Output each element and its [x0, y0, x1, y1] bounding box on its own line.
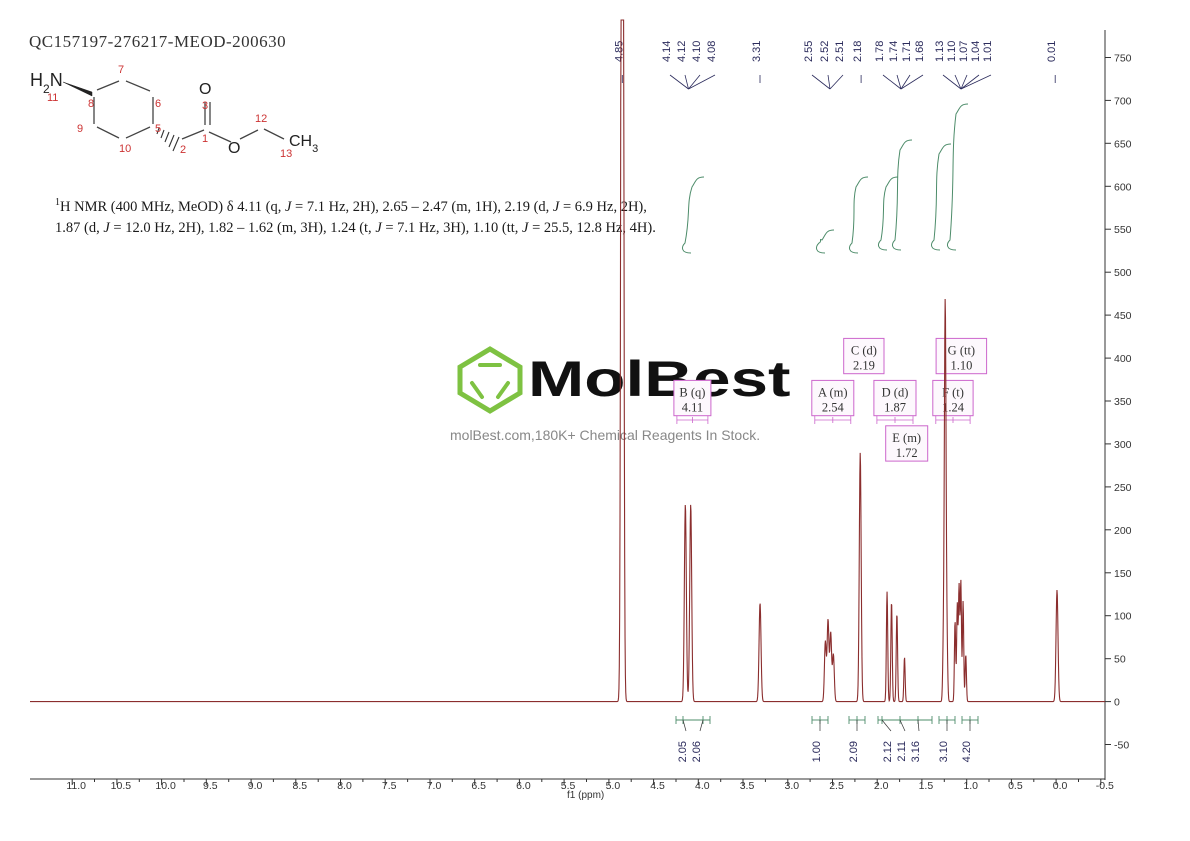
svg-text:4.08: 4.08 — [706, 41, 718, 62]
svg-text:10.5: 10.5 — [111, 780, 132, 792]
svg-text:0.0: 0.0 — [1053, 780, 1068, 792]
svg-text:4.12: 4.12 — [676, 41, 688, 62]
svg-text:9.0: 9.0 — [248, 780, 263, 792]
svg-text:G (tt): G (tt) — [948, 343, 975, 357]
svg-text:f1 (ppm): f1 (ppm) — [567, 790, 604, 801]
svg-text:6.0: 6.0 — [516, 780, 531, 792]
svg-text:1.13: 1.13 — [934, 41, 946, 62]
svg-text:50: 50 — [1114, 654, 1126, 666]
svg-text:0.5: 0.5 — [1008, 780, 1023, 792]
svg-text:2.5: 2.5 — [829, 780, 844, 792]
svg-text:3.0: 3.0 — [784, 780, 799, 792]
svg-text:5.0: 5.0 — [606, 780, 621, 792]
svg-text:1.78: 1.78 — [874, 41, 886, 62]
svg-text:4.11: 4.11 — [682, 400, 703, 414]
svg-text:8.0: 8.0 — [337, 780, 352, 792]
svg-text:250: 250 — [1114, 482, 1132, 494]
svg-text:3.5: 3.5 — [740, 780, 755, 792]
svg-text:C (d): C (d) — [851, 343, 877, 357]
svg-text:1.0: 1.0 — [963, 780, 978, 792]
svg-text:1.07: 1.07 — [958, 41, 970, 62]
svg-text:-0.5: -0.5 — [1096, 780, 1114, 792]
svg-text:1.71: 1.71 — [901, 41, 913, 62]
svg-text:4.0: 4.0 — [695, 780, 710, 792]
svg-text:750: 750 — [1114, 53, 1132, 65]
svg-text:1.10: 1.10 — [950, 358, 972, 372]
svg-text:2.55: 2.55 — [803, 41, 815, 62]
svg-text:4.10: 4.10 — [691, 41, 703, 62]
svg-text:650: 650 — [1114, 138, 1132, 150]
svg-text:3.31: 3.31 — [751, 41, 763, 62]
svg-text:1.72: 1.72 — [896, 446, 918, 460]
svg-text:1.74: 1.74 — [888, 41, 900, 62]
svg-text:2.54: 2.54 — [822, 400, 845, 414]
svg-text:4.20: 4.20 — [961, 741, 973, 762]
svg-text:0: 0 — [1114, 697, 1120, 709]
svg-text:150: 150 — [1114, 568, 1132, 580]
svg-text:E (m): E (m) — [892, 431, 921, 445]
svg-text:200: 200 — [1114, 525, 1132, 537]
svg-text:B (q): B (q) — [679, 385, 705, 399]
svg-text:2.12: 2.12 — [882, 741, 894, 762]
svg-text:2.11: 2.11 — [896, 741, 908, 762]
svg-text:2.0: 2.0 — [874, 780, 889, 792]
svg-text:300: 300 — [1114, 439, 1132, 451]
svg-text:2.06: 2.06 — [691, 741, 703, 762]
svg-text:550: 550 — [1114, 224, 1132, 236]
svg-text:500: 500 — [1114, 267, 1132, 279]
svg-text:9.5: 9.5 — [203, 780, 218, 792]
svg-text:7.5: 7.5 — [382, 780, 397, 792]
svg-text:400: 400 — [1114, 353, 1132, 365]
svg-text:4.14: 4.14 — [661, 41, 673, 62]
svg-text:-50: -50 — [1114, 740, 1129, 752]
svg-text:4.5: 4.5 — [650, 780, 665, 792]
svg-text:450: 450 — [1114, 310, 1132, 322]
svg-text:1.68: 1.68 — [914, 41, 926, 62]
svg-text:700: 700 — [1114, 95, 1132, 107]
svg-text:D (d): D (d) — [882, 385, 909, 399]
svg-text:2.19: 2.19 — [853, 358, 875, 372]
svg-text:7.0: 7.0 — [427, 780, 442, 792]
svg-text:2.51: 2.51 — [834, 41, 846, 62]
svg-text:1.00: 1.00 — [811, 741, 823, 762]
svg-text:8.5: 8.5 — [292, 780, 307, 792]
svg-text:11.0: 11.0 — [66, 780, 86, 792]
svg-text:3.10: 3.10 — [938, 741, 950, 762]
svg-text:1.5: 1.5 — [919, 780, 934, 792]
svg-text:600: 600 — [1114, 181, 1132, 193]
svg-text:1.01: 1.01 — [982, 41, 994, 62]
svg-text:A (m): A (m) — [818, 385, 848, 399]
svg-text:2.52: 2.52 — [819, 41, 831, 62]
svg-text:1.04: 1.04 — [970, 41, 982, 62]
svg-text:1.87: 1.87 — [884, 400, 906, 414]
svg-text:6.5: 6.5 — [471, 780, 486, 792]
svg-text:3.16: 3.16 — [910, 741, 922, 762]
svg-text:2.05: 2.05 — [677, 741, 689, 762]
svg-text:1.10: 1.10 — [946, 41, 958, 62]
svg-text:350: 350 — [1114, 396, 1132, 408]
svg-text:2.09: 2.09 — [848, 741, 860, 762]
svg-text:2.18: 2.18 — [852, 41, 864, 62]
svg-text:10.0: 10.0 — [155, 780, 176, 792]
svg-text:100: 100 — [1114, 611, 1132, 623]
svg-text:0.01: 0.01 — [1046, 41, 1058, 62]
